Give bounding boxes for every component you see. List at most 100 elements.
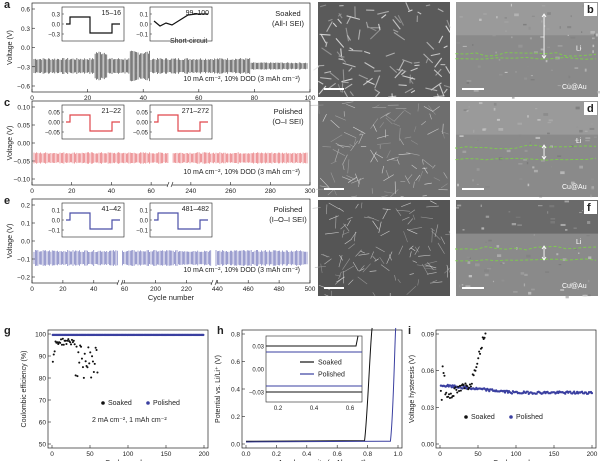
x-tick-label: 60 — [148, 188, 156, 195]
substrate-boundary-line — [455, 56, 597, 60]
panel-label-a: a — [4, 0, 11, 11]
sem-top-view-image — [318, 101, 450, 197]
y-axis-label: Potential vs. Li/Li⁺ (V) — [215, 355, 222, 423]
y-tick-label: 60 — [39, 420, 47, 427]
x-tick-label: 40 — [90, 286, 98, 293]
y-tick-label: 70 — [39, 398, 47, 405]
x-axis-label: Cycle number — [105, 458, 152, 461]
substrate-label: Cu@Au — [562, 184, 587, 191]
y-tick-label: −0.3 — [17, 64, 30, 71]
x-tick-label: 200 — [150, 286, 161, 293]
inset-tick-label: −0.05 — [133, 131, 149, 137]
sample-label: Polished — [274, 205, 303, 214]
li-layer-label: Li — [576, 45, 582, 52]
inset-tick-label: 0.05 — [136, 111, 148, 117]
x-tick-label: 0 — [30, 95, 34, 102]
x-tick-label: 100 — [305, 95, 316, 102]
y-tick-label: 0.00 — [421, 442, 434, 449]
x-tick-label: 260 — [225, 188, 236, 195]
y-tick-label: 0.00 — [17, 141, 30, 148]
x-tick-label: 200 — [587, 451, 598, 458]
panel-g — [47, 329, 209, 449]
inset-cycle-label: 271–272 — [182, 108, 209, 115]
inset-tick-label: 0.1 — [140, 13, 149, 19]
panel-c — [31, 100, 311, 188]
soaked-series — [51, 337, 99, 379]
inset-frame — [265, 335, 363, 403]
inset-tick-label: 0.00 — [136, 121, 148, 127]
x-tick-label: 0 — [50, 451, 54, 458]
inset-trace — [66, 212, 120, 230]
panel-e — [31, 198, 311, 286]
legend-label-polished: Polished — [318, 372, 345, 379]
x-tick-label: 50 — [474, 451, 482, 458]
panel-a — [31, 2, 311, 93]
y-tick-label: 0.0 — [21, 239, 30, 246]
x-tick-label: 220 — [181, 286, 192, 293]
voltage-trace — [33, 50, 308, 82]
y-axis-label: Coulombic efficiency (%) — [21, 351, 28, 428]
inset-tick-label: 0.0 — [140, 219, 149, 225]
x-tick-label: 0.4 — [302, 451, 311, 458]
panel-h — [241, 327, 403, 449]
y-axis-label: Voltage (V) — [7, 30, 14, 65]
inset-tick-label: 0.00 — [48, 121, 60, 127]
legend-label-soaked: Soaked — [318, 360, 342, 367]
soaked-series — [439, 332, 487, 401]
x-tick-label: 460 — [243, 286, 254, 293]
legend-label-soaked: Soaked — [108, 400, 132, 407]
inset-tick-label: 0.05 — [48, 111, 60, 117]
inset-tick-label: 0.4 — [310, 406, 319, 412]
test-condition: 2 mA cm⁻², 1 mAh cm⁻² — [92, 417, 167, 424]
x-axis-label: Areal capacity (mAh cm⁻²) — [278, 458, 367, 461]
x-tick-label: 480 — [274, 286, 285, 293]
x-axis-label: Cycle number — [148, 293, 195, 302]
panel-label-c: c — [4, 97, 10, 109]
y-tick-label: −0.6 — [17, 84, 30, 91]
inset-tick-label: 0.03 — [252, 345, 264, 351]
x-tick-label: 0.6 — [333, 451, 342, 458]
sample-sei-label: (All-I SEI) — [272, 19, 305, 28]
x-tick-label: 60 — [121, 286, 129, 293]
x-axis-label: Cycle number — [493, 458, 540, 461]
x-tick-label: 1.0 — [393, 451, 402, 458]
y-axis-label: Voltage (V) — [7, 126, 14, 161]
y-tick-label: 0.09 — [421, 332, 434, 339]
sample-sei-label: (I–O–I SEI) — [269, 215, 307, 224]
x-tick-label: 150 — [161, 451, 172, 458]
y-tick-label: 0.0 — [231, 442, 240, 449]
x-tick-label: 0 — [30, 188, 34, 195]
test-condition: 10 mA cm⁻², 10% DOD (3 mAh cm⁻²) — [183, 267, 300, 274]
inset-tick-label: 0.1 — [140, 209, 149, 215]
inset-tick-label: −0.1 — [48, 229, 61, 235]
li-boundary-line — [455, 144, 597, 150]
panel-label-e: e — [4, 195, 10, 207]
x-tick-label: 100 — [511, 451, 522, 458]
panel-i — [435, 329, 597, 449]
x-tick-label: 150 — [549, 451, 560, 458]
x-tick-label: 0 — [30, 286, 34, 293]
inset-frame — [149, 6, 213, 42]
inset-trace — [153, 13, 208, 27]
li-layer-label: Li — [576, 138, 582, 145]
y-tick-label: 0.10 — [17, 105, 30, 112]
inset-tick-label: −0.1 — [136, 229, 149, 235]
inset-tick-label: 0.6 — [346, 406, 355, 412]
y-tick-label: 0.6 — [231, 359, 240, 366]
x-tick-label: 0 — [438, 451, 442, 458]
x-tick-label: 500 — [305, 286, 316, 293]
inset-cycle-label: 41–42 — [102, 206, 122, 213]
x-tick-label: 20 — [68, 188, 76, 195]
test-condition: 10 mA cm⁻², 10% DOD (3 mAh cm⁻²) — [183, 76, 300, 83]
y-tick-label: 0.3 — [21, 26, 30, 33]
y-tick-label: 0.05 — [17, 123, 30, 130]
sample-label: Polished — [274, 107, 303, 116]
legend-marker-soaked — [464, 415, 468, 419]
y-tick-label: −0.2 — [17, 275, 30, 282]
sample-label: Soaked — [275, 9, 300, 18]
polished-curve — [245, 327, 397, 443]
sem-top-view-image — [318, 2, 450, 97]
inset-tick-label: 0.1 — [52, 209, 61, 215]
substrate-boundary-line — [455, 258, 597, 262]
x-tick-label: 440 — [212, 286, 223, 293]
